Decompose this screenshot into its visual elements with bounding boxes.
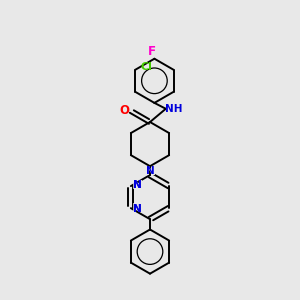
- Text: NH: NH: [165, 104, 183, 114]
- Text: N: N: [133, 181, 142, 190]
- Text: N: N: [133, 181, 142, 190]
- Text: N: N: [133, 204, 142, 214]
- Text: N: N: [132, 179, 143, 192]
- Text: Cl: Cl: [140, 62, 152, 72]
- Text: N: N: [132, 202, 143, 215]
- Text: N: N: [144, 165, 156, 178]
- Text: F: F: [148, 45, 156, 58]
- Text: N: N: [133, 204, 142, 214]
- Text: N: N: [146, 167, 154, 176]
- Text: O: O: [119, 104, 129, 117]
